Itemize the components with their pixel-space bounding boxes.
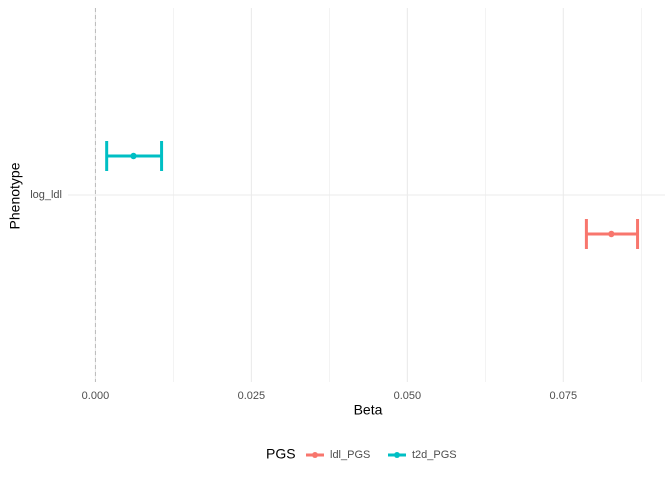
y-axis-title: Phenotype	[7, 162, 23, 229]
legend-key-point	[394, 452, 400, 458]
point	[130, 152, 137, 160]
y-tick-label: log_ldl	[30, 189, 62, 201]
legend-key-point	[312, 452, 318, 458]
x-axis-title: Beta	[354, 402, 383, 418]
x-tick-label: 0.075	[550, 390, 578, 402]
point	[608, 230, 615, 238]
x-tick-label: 0.000	[82, 390, 110, 402]
legend-label: ldl_PGS	[330, 449, 370, 461]
x-tick-label: 0.025	[238, 390, 266, 402]
legend-title: PGS	[266, 446, 296, 462]
legend-label: t2d_PGS	[412, 449, 457, 461]
x-tick-label: 0.050	[394, 390, 422, 402]
